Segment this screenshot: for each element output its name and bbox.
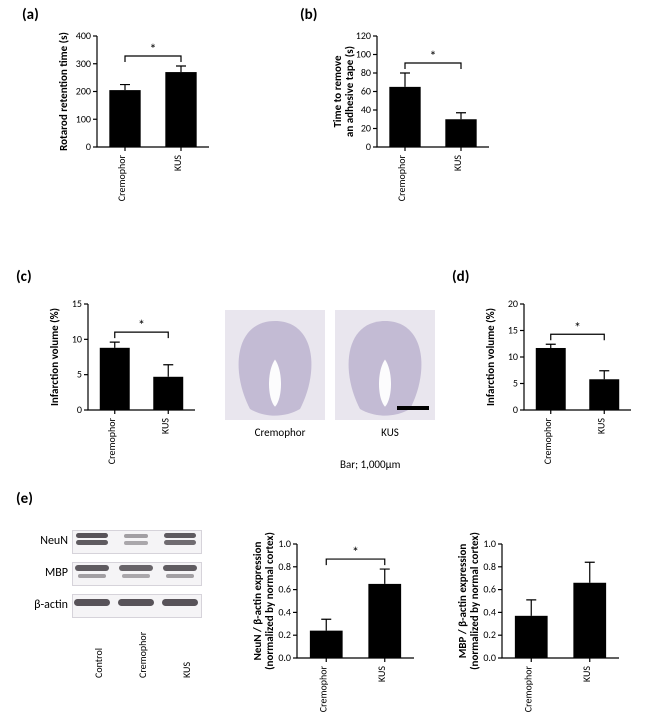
svg-text:*: * bbox=[430, 48, 437, 65]
blot-lane-label: Control bbox=[92, 648, 105, 678]
panel-label-e: (e) bbox=[16, 490, 33, 508]
svg-text:10: 10 bbox=[72, 332, 82, 345]
blot-band bbox=[164, 540, 196, 545]
svg-text:0: 0 bbox=[513, 403, 518, 416]
blot-band bbox=[118, 599, 154, 606]
svg-text:KUS: KUS bbox=[580, 666, 593, 682]
svg-text:KUS: KUS bbox=[451, 155, 464, 171]
svg-text:Rotarod retention time (s): Rotarod retention time (s) bbox=[57, 32, 70, 151]
chart-d: 05101520CremophorKUS*Infarction volume (… bbox=[482, 290, 637, 450]
svg-text:0.8: 0.8 bbox=[278, 560, 291, 573]
svg-text:Cremophor: Cremophor bbox=[316, 665, 329, 712]
chart-e1: 0.00.20.40.60.81.0CremophorKUS*NeuN / β-… bbox=[255, 530, 420, 698]
blot-row-label: β-actin bbox=[22, 598, 68, 612]
svg-text:200: 200 bbox=[76, 85, 91, 98]
histology-image bbox=[225, 310, 325, 420]
panel-label-c: (c) bbox=[16, 268, 32, 286]
blot-row-label: MBP bbox=[22, 566, 68, 580]
svg-text:0.2: 0.2 bbox=[483, 628, 496, 641]
chart-c: 051015CremophorKUS*Infarction volume (%) bbox=[46, 290, 201, 450]
svg-text:0: 0 bbox=[86, 140, 91, 153]
svg-text:KUS: KUS bbox=[375, 666, 388, 682]
svg-text:1.0: 1.0 bbox=[483, 537, 496, 550]
blot-row bbox=[72, 594, 202, 618]
blot-band bbox=[119, 565, 153, 571]
svg-text:*: * bbox=[150, 41, 157, 58]
svg-text:20: 20 bbox=[508, 297, 518, 310]
svg-text:KUS: KUS bbox=[158, 418, 171, 434]
svg-text:Cremophor: Cremophor bbox=[115, 154, 128, 201]
svg-text:Cremophor: Cremophor bbox=[521, 665, 534, 712]
svg-text:0.0: 0.0 bbox=[483, 651, 496, 664]
blot-lane-label: KUS bbox=[180, 662, 193, 678]
svg-text:0.2: 0.2 bbox=[278, 628, 291, 641]
svg-text:15: 15 bbox=[72, 297, 82, 310]
blot-row-label: NeuN bbox=[22, 534, 68, 548]
blot-band bbox=[78, 574, 106, 578]
svg-text:*: * bbox=[138, 317, 145, 334]
scale-bar bbox=[397, 406, 429, 410]
chart-e2: 0.00.20.40.60.81.0CremophorKUSMBP / β-ac… bbox=[460, 530, 625, 698]
histology-caption: KUS bbox=[355, 426, 425, 439]
svg-text:0.6: 0.6 bbox=[483, 583, 496, 596]
svg-text:1.0: 1.0 bbox=[278, 537, 291, 550]
svg-text:KUS: KUS bbox=[171, 155, 184, 171]
svg-text:*: * bbox=[352, 544, 359, 561]
blot-band bbox=[166, 574, 194, 578]
blot-lane-label: Cremophor bbox=[136, 632, 149, 678]
svg-text:0.0: 0.0 bbox=[278, 651, 291, 664]
svg-text:NeuN / β-actin expression(norm: NeuN / β-actin expression(normalized by … bbox=[251, 532, 276, 670]
chart-b: 020406080100120CremophorKUS*Time to remo… bbox=[335, 22, 495, 187]
svg-text:120: 120 bbox=[356, 29, 371, 42]
svg-text:Infarction volume (%): Infarction volume (%) bbox=[48, 308, 61, 406]
chart-a: 0100200300400CremophorKUS*Rotarod retent… bbox=[55, 22, 215, 187]
histology-caption: Cremophor bbox=[245, 426, 315, 439]
blot-band bbox=[122, 574, 150, 578]
svg-text:20: 20 bbox=[361, 122, 371, 135]
blot-band bbox=[75, 565, 109, 571]
svg-text:0: 0 bbox=[366, 140, 371, 153]
svg-text:Infarction volume (%): Infarction volume (%) bbox=[484, 308, 497, 406]
blot-band bbox=[76, 533, 108, 538]
blot-band bbox=[164, 533, 196, 538]
svg-text:60: 60 bbox=[361, 85, 371, 98]
blot-band bbox=[162, 599, 198, 606]
svg-text:0.8: 0.8 bbox=[483, 560, 496, 573]
svg-text:0.6: 0.6 bbox=[278, 583, 291, 596]
svg-text:5: 5 bbox=[77, 368, 82, 381]
svg-text:5: 5 bbox=[513, 377, 518, 390]
svg-text:300: 300 bbox=[76, 57, 91, 70]
blot-band bbox=[163, 565, 197, 571]
svg-text:100: 100 bbox=[76, 112, 91, 125]
panel-label-b: (b) bbox=[300, 6, 317, 24]
svg-text:10: 10 bbox=[508, 350, 518, 363]
svg-text:15: 15 bbox=[508, 324, 518, 337]
svg-text:40: 40 bbox=[361, 103, 371, 116]
scalebar-caption: Bar; 1,000μm bbox=[340, 458, 400, 471]
svg-text:80: 80 bbox=[361, 66, 371, 79]
histology-image bbox=[335, 310, 435, 420]
blot-band bbox=[76, 540, 108, 545]
svg-text:*: * bbox=[574, 319, 581, 336]
svg-text:0.4: 0.4 bbox=[483, 605, 496, 618]
svg-text:Cremophor: Cremophor bbox=[395, 154, 408, 201]
svg-text:400: 400 bbox=[76, 29, 91, 42]
svg-text:0: 0 bbox=[77, 403, 82, 416]
svg-text:MBP / β-actin expression(norma: MBP / β-actin expression(normalized by n… bbox=[456, 532, 481, 670]
panel-label-d: (d) bbox=[452, 268, 469, 286]
svg-text:Time to removean adhesive tape: Time to removean adhesive tape (s) bbox=[331, 46, 356, 137]
svg-text:KUS: KUS bbox=[594, 418, 607, 434]
svg-text:0.4: 0.4 bbox=[278, 605, 291, 618]
panel-label-a: (a) bbox=[22, 6, 39, 24]
blot-band bbox=[124, 534, 148, 538]
svg-text:Cremophor: Cremophor bbox=[105, 417, 118, 464]
blot-band bbox=[124, 541, 148, 545]
svg-text:100: 100 bbox=[356, 48, 371, 61]
blot-band bbox=[74, 599, 110, 606]
svg-text:Cremophor: Cremophor bbox=[541, 417, 554, 464]
